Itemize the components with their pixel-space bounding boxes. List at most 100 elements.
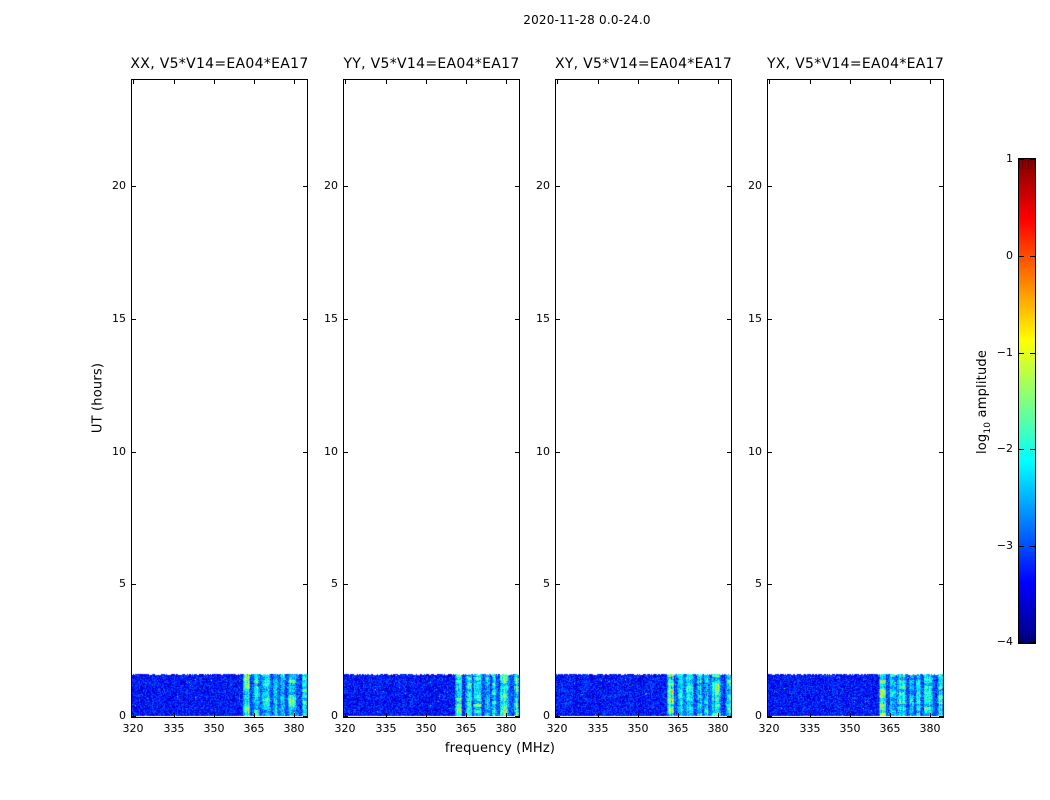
x-tick (810, 80, 811, 84)
x-tick (598, 80, 599, 84)
x-tick-label: 335 (375, 722, 397, 735)
x-tick (718, 713, 719, 717)
y-tick (132, 452, 136, 453)
x-tick-label: 350 (203, 722, 225, 735)
y-tick (132, 584, 136, 585)
y-tick (556, 319, 560, 320)
x-tick (345, 713, 346, 717)
x-tick (466, 80, 467, 84)
x-tick (769, 80, 770, 84)
x-tick (254, 713, 255, 717)
y-tick-label: 15 (748, 312, 762, 325)
y-tick (344, 186, 348, 187)
y-tick (727, 584, 731, 585)
colorbar-tick-label: −1 (996, 346, 1013, 359)
x-tick (345, 80, 346, 84)
x-tick (810, 713, 811, 717)
colorbar-tick-label: −3 (996, 539, 1013, 552)
y-tick (768, 452, 772, 453)
x-tick-label: 320 (122, 722, 144, 735)
colorbar-label-text: log (975, 433, 991, 455)
y-tick (515, 319, 519, 320)
y-tick (132, 716, 136, 717)
y-tick (515, 584, 519, 585)
colorbar-axis-label: log10 amplitude (975, 350, 993, 454)
x-tick (506, 80, 507, 84)
y-tick-label: 10 (324, 445, 338, 458)
y-tick (303, 452, 307, 453)
heatmap-canvas (768, 80, 943, 717)
y-tick-label: 5 (755, 577, 762, 590)
y-tick (515, 186, 519, 187)
y-tick (939, 186, 943, 187)
colorbar-tick-label: −2 (996, 442, 1013, 455)
colorbar-tick (1030, 159, 1035, 160)
y-tick (727, 452, 731, 453)
colorbar-tick (1019, 449, 1024, 450)
x-tick (214, 80, 215, 84)
x-tick (850, 713, 851, 717)
y-tick (939, 452, 943, 453)
colorbar-tick (1030, 449, 1035, 450)
y-tick (727, 186, 731, 187)
y-tick (515, 716, 519, 717)
colorbar: 1 0 −1 −2 −3 −4 (997, 152, 1036, 648)
colorbar-tick-label: 0 (1006, 249, 1013, 262)
colorbar-tick (1030, 256, 1035, 257)
y-tick (939, 319, 943, 320)
y-tick (727, 716, 731, 717)
x-tick-label: 365 (243, 722, 265, 735)
y-tick (344, 319, 348, 320)
y-tick-label: 20 (324, 179, 338, 192)
y-tick-label: 0 (331, 709, 338, 722)
x-tick-label: 320 (334, 722, 356, 735)
x-tick (506, 713, 507, 717)
y-tick (344, 716, 348, 717)
y-tick (556, 452, 560, 453)
x-tick (133, 713, 134, 717)
x-tick (890, 713, 891, 717)
colorbar-label-subscript: 10 (982, 421, 993, 434)
x-tick-label: 380 (707, 722, 729, 735)
panel-title-yy: YY, V5*V14=EA04*EA17 (343, 56, 520, 72)
x-tick (769, 713, 770, 717)
x-tick-label: 350 (627, 722, 649, 735)
y-tick-label: 5 (543, 577, 550, 590)
y-tick (344, 452, 348, 453)
y-tick (132, 186, 136, 187)
x-tick (466, 713, 467, 717)
x-tick (557, 80, 558, 84)
x-tick-label: 365 (667, 722, 689, 735)
y-axis-label: UT (hours) (90, 362, 106, 434)
y-tick-label: 0 (119, 709, 126, 722)
x-tick-label: 365 (879, 722, 901, 735)
y-tick-label: 0 (755, 709, 762, 722)
colorbar-tick (1030, 353, 1035, 354)
panel-title-yx: YX, V5*V14=EA04*EA17 (766, 56, 945, 72)
y-tick (939, 584, 943, 585)
x-tick-label: 320 (546, 722, 568, 735)
x-tick (214, 713, 215, 717)
y-tick (303, 186, 307, 187)
x-tick-label: 350 (839, 722, 861, 735)
x-tick (638, 80, 639, 84)
x-tick (386, 713, 387, 717)
colorbar-edge-texture (1019, 159, 1035, 169)
panel-title-xx: XX, V5*V14=EA04*EA17 (130, 56, 309, 72)
x-tick (254, 80, 255, 84)
x-tick (426, 713, 427, 717)
x-tick-label: 335 (163, 722, 185, 735)
y-tick (768, 186, 772, 187)
y-tick (768, 584, 772, 585)
x-axis-label: frequency (MHz) (444, 741, 556, 756)
colorbar-tick-label: −4 (996, 635, 1013, 648)
x-tick (386, 80, 387, 84)
x-tick (890, 80, 891, 84)
colorbar-tick (1019, 546, 1024, 547)
y-tick-label: 15 (536, 312, 550, 325)
y-tick-label: 20 (536, 179, 550, 192)
x-tick (678, 713, 679, 717)
y-tick (556, 716, 560, 717)
x-tick-label: 380 (495, 722, 517, 735)
